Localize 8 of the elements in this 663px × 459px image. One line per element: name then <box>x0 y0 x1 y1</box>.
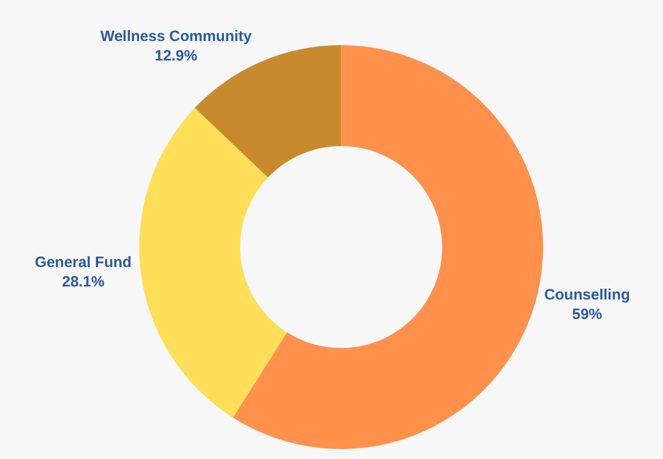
data-label: 12.9% <box>154 47 198 64</box>
data-label: 59% <box>572 306 602 324</box>
donut-slice <box>232 45 543 449</box>
data-label: 28.1% <box>62 273 105 290</box>
slice-label: Wellness Community <box>100 28 252 45</box>
donut-slice <box>139 108 288 418</box>
slice-label: Counselling <box>544 286 630 304</box>
slice-label: General Fund <box>34 254 132 271</box>
